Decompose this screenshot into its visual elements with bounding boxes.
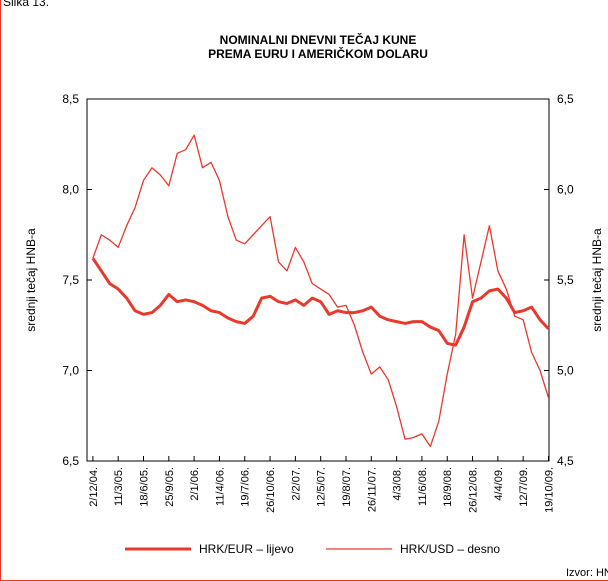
series-line [92, 134, 550, 448]
x-tick-label: 12/7/09. [518, 467, 530, 507]
y2-tick-label: 5,0 [557, 364, 574, 378]
chart-title: PREMA EURU I AMERIČKOM DOLARU [208, 46, 428, 61]
x-tick-label: 25/9/05. [164, 467, 176, 507]
x-tick-label: 26/12/08. [468, 467, 480, 513]
x-tick-label: 11/3/05. [113, 467, 125, 506]
x-tick-label: 18/9/08. [442, 467, 454, 507]
x-tick-label: 4/3/08. [392, 467, 404, 501]
y2-axis-label: srednji tečaj HNB-a [590, 228, 604, 332]
x-tick-label: 18/6/05. [139, 467, 151, 507]
legend-label: HRK/EUR – lijevo [199, 542, 294, 556]
x-tick-label: 2/12/04. [88, 467, 100, 507]
y2-tick-label: 5,5 [557, 273, 574, 287]
series-line [91, 257, 550, 347]
x-tick-label: 19/10/09. [543, 467, 555, 513]
page-label: Slika 13. [3, 0, 49, 9]
x-tick-label: 2/1/06. [189, 467, 201, 501]
y2-tick-label: 4,5 [557, 454, 574, 468]
x-tick-label: 26/10/06. [265, 467, 277, 513]
y-tick-label: 8,5 [62, 92, 79, 106]
legend-label: HRK/USD – desno [400, 542, 500, 556]
x-tick-label: 19/7/06. [240, 467, 252, 507]
y-tick-label: 8,0 [62, 183, 79, 197]
x-tick-label: 4/4/09. [493, 467, 505, 501]
y-tick-label: 6,5 [62, 454, 79, 468]
x-tick-label: 2/2/07. [290, 467, 302, 501]
chart-title: NOMINALNI DNEVNI TEČAJ KUNE [220, 32, 417, 47]
y-tick-label: 7,0 [62, 364, 79, 378]
y2-tick-label: 6,5 [557, 92, 574, 106]
x-tick-label: 11/4/06. [214, 467, 226, 506]
x-tick-label: 12/5/07. [316, 467, 328, 507]
y-axis-label: srednji tečaj HNB-a [24, 228, 38, 332]
source: Izvor: HNB [566, 567, 608, 579]
x-tick-label: 11/6/08. [417, 467, 429, 506]
y-tick-label: 7,5 [62, 273, 79, 287]
x-tick-label: 26/11/07. [366, 467, 378, 512]
y2-tick-label: 6,0 [557, 183, 574, 197]
plot-frame [86, 98, 550, 462]
x-tick-label: 19/8/07. [341, 467, 353, 507]
